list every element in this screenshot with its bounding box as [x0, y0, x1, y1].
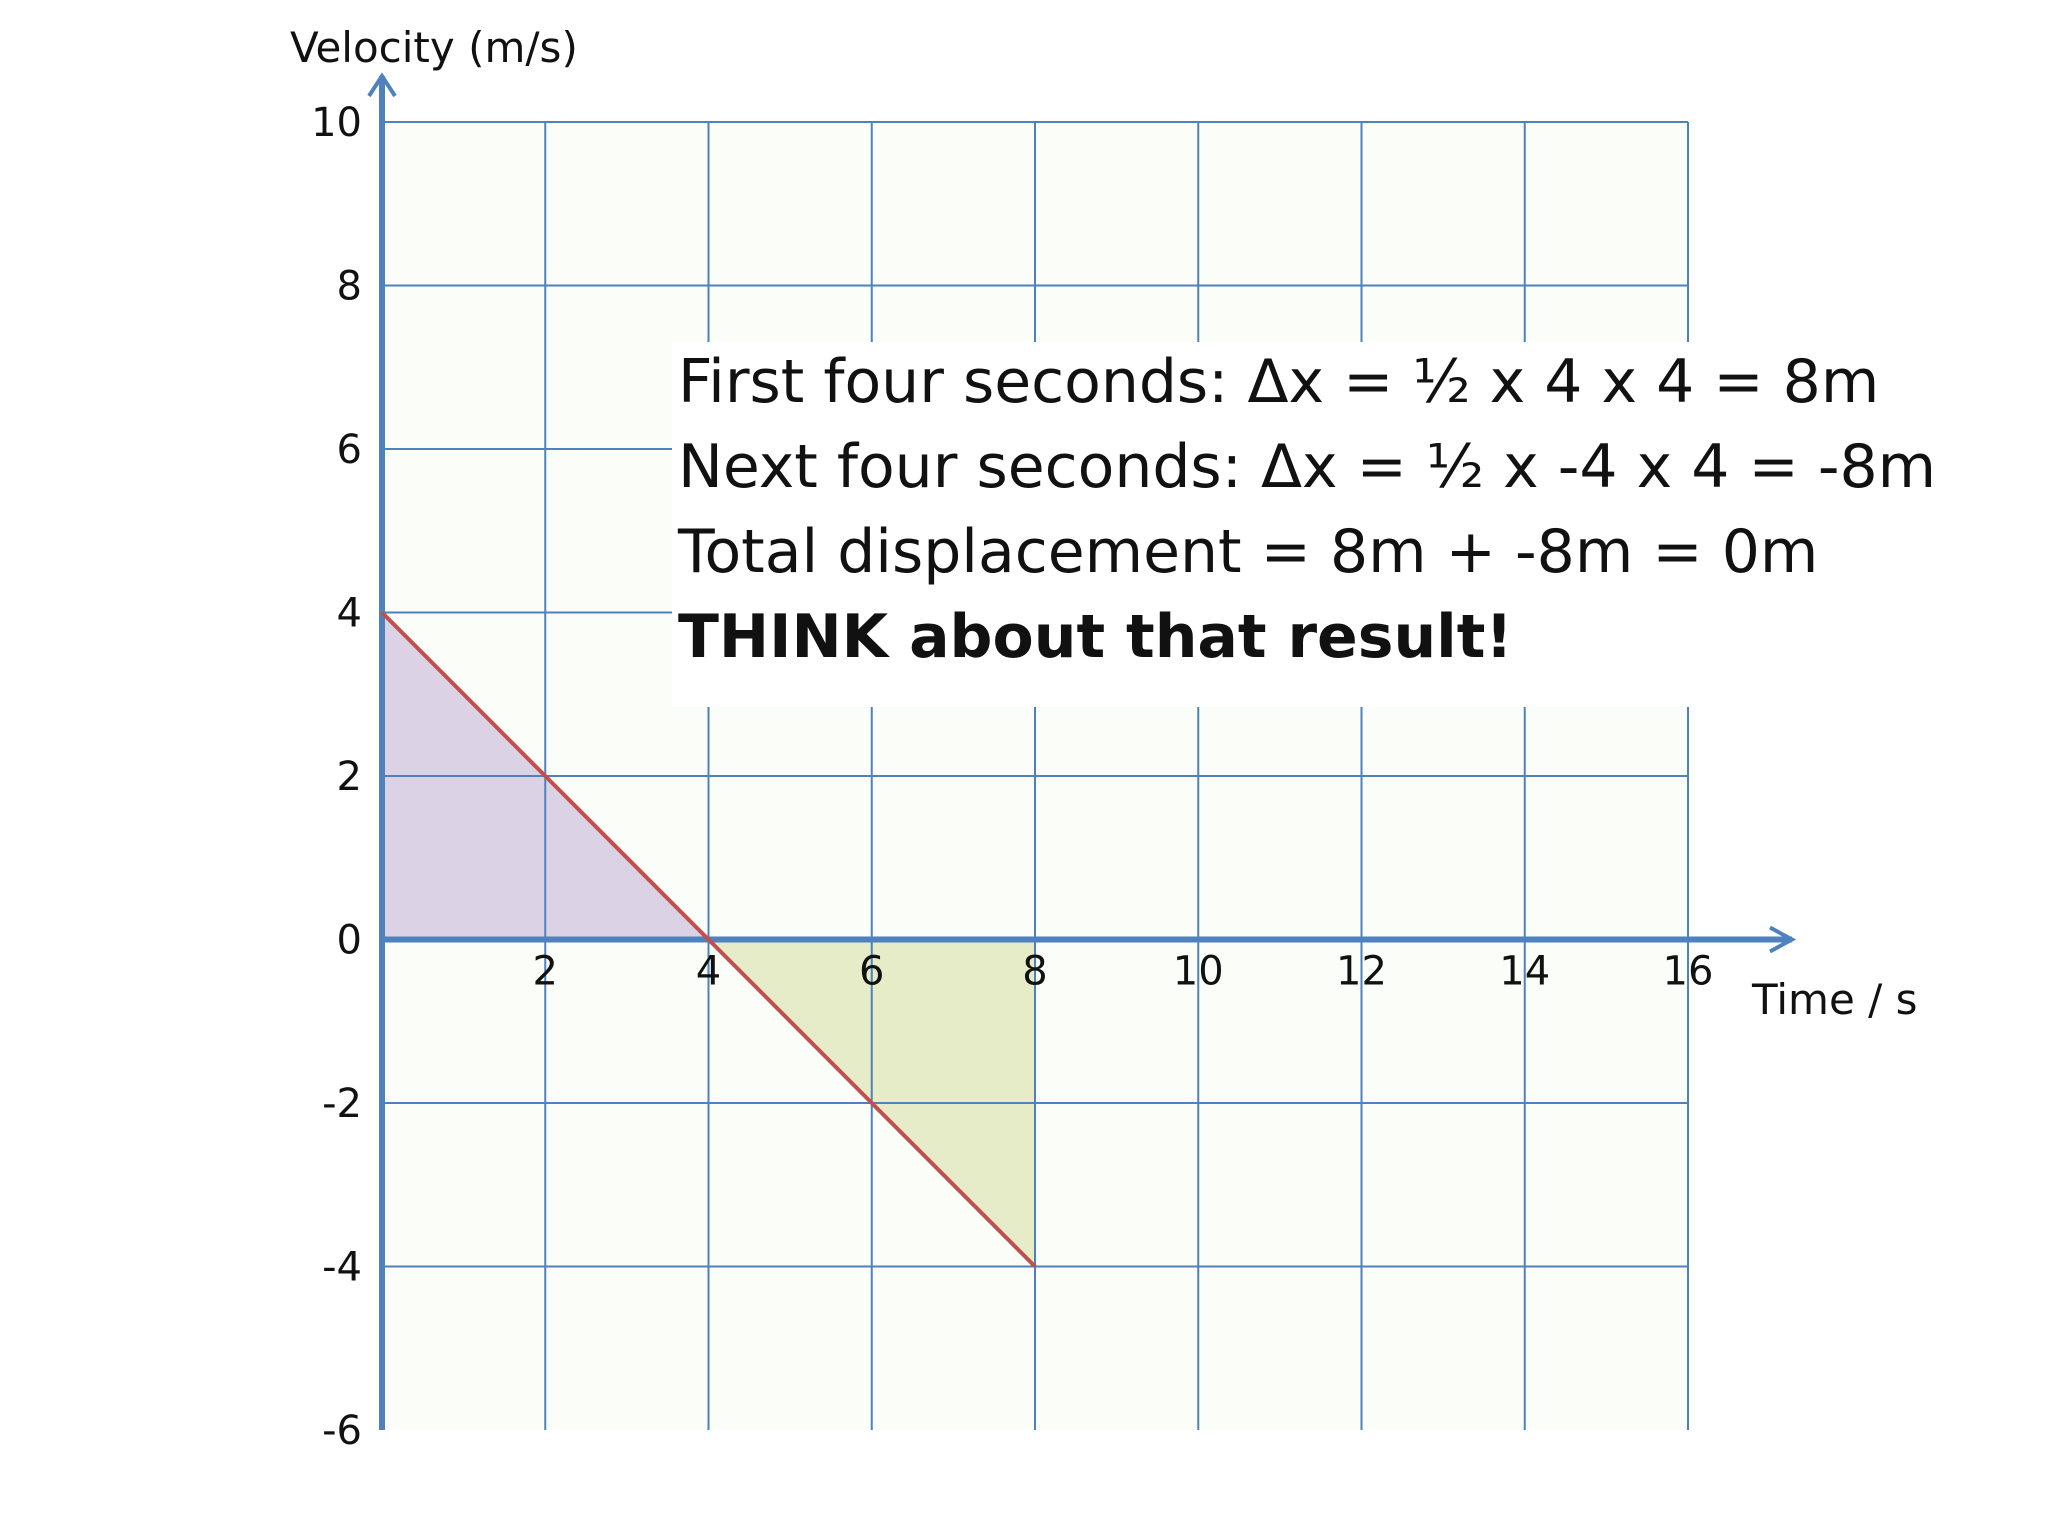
axes — [367, 72, 1797, 1430]
annotation-box — [672, 342, 1832, 707]
x-axis-label: Time / s — [1751, 975, 1918, 1024]
y-tick-label: 0 — [337, 918, 362, 964]
y-axis-arrow — [367, 72, 397, 98]
annotations: First four seconds: Δx = ½ x 4 x 4 = 8m N… — [677, 347, 1936, 672]
x-tick-label: 2 — [533, 949, 558, 995]
annotation-line-3: Total displacement = 8m + -8m = 0m — [677, 517, 1818, 587]
y-tick-label: -6 — [322, 1408, 362, 1454]
y-tick-label: 4 — [337, 591, 362, 637]
series-line-1 — [380, 611, 1037, 1268]
y-axis-label: Velocity (m/s) — [290, 23, 578, 72]
x-tick-label: 12 — [1336, 949, 1387, 995]
x-tick-label: 8 — [1022, 949, 1047, 995]
x-axis-arrow — [1769, 925, 1797, 954]
x-tick-label: 16 — [1663, 949, 1714, 995]
x-tick-label: 14 — [1499, 949, 1550, 995]
annotation-line-1: First four seconds: Δx = ½ x 4 x 4 = 8m — [678, 347, 1879, 417]
x-tick-label: 4 — [696, 949, 721, 995]
series — [380, 611, 1037, 1268]
y-tick-label: 10 — [311, 100, 362, 146]
y-tick-label: -2 — [322, 1081, 362, 1127]
annotation-background — [672, 342, 1832, 707]
y-tick-label: 8 — [337, 264, 362, 310]
y-tick-label: -4 — [322, 1245, 362, 1291]
annotation-line-4: THINK about that result! — [678, 602, 1513, 672]
annotation-line-2: Next four seconds: Δx = ½ x -4 x 4 = -8m — [678, 432, 1936, 502]
x-tick-label: 6 — [859, 949, 884, 995]
x-tick-label: 10 — [1173, 949, 1224, 995]
y-tick-label: 2 — [337, 754, 362, 800]
y-tick-label: 6 — [337, 427, 362, 473]
tick-labels: 2 4 6 8 10 12 14 16 10 8 6 4 2 0 -2 -4 -6 — [311, 100, 1713, 1454]
axis-labels: Velocity (m/s) Time / s — [290, 23, 1918, 1024]
